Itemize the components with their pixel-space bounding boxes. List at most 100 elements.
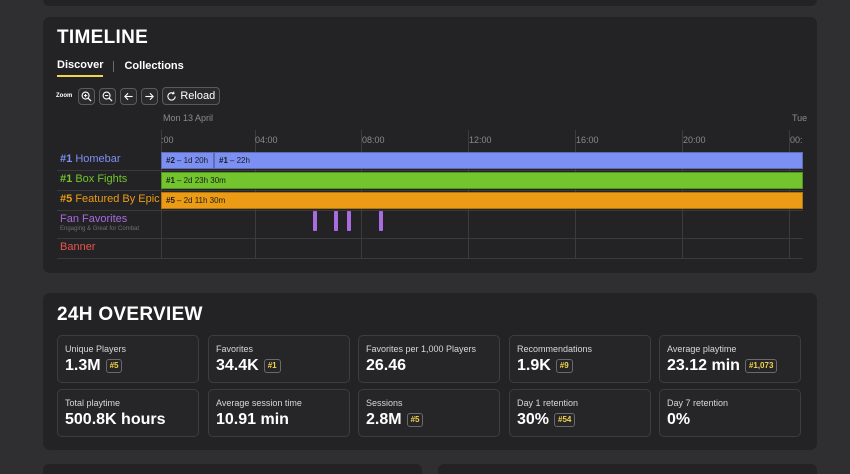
- next-card-left-edge: [43, 464, 422, 474]
- overview-card: 24H OVERVIEW Unique Players 1.3M #5 Favor…: [43, 293, 817, 450]
- row-divider: [57, 190, 803, 191]
- tick-label: 16:00: [576, 135, 599, 145]
- arrow-left-icon: [124, 92, 133, 100]
- row-name: Homebar: [75, 153, 121, 165]
- bar-duration: 1d 20h: [183, 156, 209, 165]
- row-label-fan-favorites[interactable]: Fan Favorites: [60, 213, 127, 225]
- scroll-left-button[interactable]: [120, 87, 138, 105]
- tick-label: 08:00: [362, 135, 385, 145]
- metric-average-session-time: Average session time 10.91 min: [208, 389, 350, 437]
- metric-value: 1.9K: [517, 357, 551, 374]
- rank-badge: #5: [406, 413, 424, 427]
- timeline-bar[interactable]: #5– 2d 11h 30m: [161, 192, 803, 209]
- timeline-title: TIMELINE: [57, 27, 149, 48]
- bar-rank: #1: [166, 176, 175, 185]
- reload-label: Reload: [180, 90, 216, 102]
- bar-rank: #1: [219, 156, 228, 165]
- zoom-in-icon: [81, 91, 92, 102]
- metric-recommendations: Recommendations 1.9K #9: [509, 335, 651, 383]
- metric-value: 500.8K hours: [65, 411, 166, 428]
- timeline-bar[interactable]: #1– 2d 23h 30m: [161, 172, 803, 189]
- metric-total-playtime: Total playtime 500.8K hours: [57, 389, 199, 437]
- tick-label: 20:00: [683, 135, 706, 145]
- row-sublabel: Engaging & Great for Combat: [60, 226, 140, 232]
- row-rank: #1: [60, 173, 73, 185]
- metric-label: Unique Players: [65, 344, 127, 354]
- fan-favorites-mark[interactable]: [313, 211, 317, 231]
- metric-value: 10.91 min: [216, 411, 289, 428]
- metric-label: Average session time: [216, 398, 302, 408]
- metric-label: Sessions: [366, 398, 403, 408]
- tab-discover[interactable]: Discover: [57, 59, 104, 77]
- metric-label: Average playtime: [667, 344, 737, 354]
- row-rank: #1: [60, 153, 73, 165]
- metric-value: 2.8M: [366, 411, 402, 428]
- bar-duration: 2d 23h 30m: [183, 176, 226, 185]
- timeline-bar[interactable]: #2– 1d 20h: [161, 152, 214, 169]
- rank-badge: #9: [555, 359, 573, 373]
- metric-value: 23.12 min: [667, 357, 740, 374]
- timeline-controls: Zoom Reload: [56, 87, 221, 105]
- rank-badge: #1: [263, 359, 281, 373]
- tick-label: 12:00: [469, 135, 492, 145]
- metric-favorites-per-1000: Favorites per 1,000 Players 26.46: [358, 335, 500, 383]
- fan-favorites-mark[interactable]: [379, 211, 383, 231]
- reload-icon: [167, 91, 177, 101]
- tick-label: 04:00: [255, 135, 278, 145]
- zoom-out-icon: [102, 91, 113, 102]
- metric-label: Favorites: [216, 344, 254, 354]
- metric-favorites: Favorites 34.4K #1: [208, 335, 350, 383]
- reload-button[interactable]: Reload: [162, 87, 221, 105]
- bar-duration: 2d 11h 30m: [183, 196, 226, 205]
- rank-badge: #1,073: [744, 359, 778, 373]
- row-label-banner[interactable]: Banner: [60, 241, 95, 253]
- row-divider: [57, 258, 803, 259]
- fan-favorites-mark[interactable]: [334, 211, 338, 231]
- metric-value: 26.46: [366, 357, 407, 374]
- row-name: Banner: [60, 241, 96, 253]
- metric-label: Recommendations: [517, 344, 593, 354]
- metric-day1-retention: Day 1 retention 30% #54: [509, 389, 651, 437]
- row-name: Fan Favorites: [60, 213, 128, 225]
- metric-value: 30%: [517, 411, 550, 428]
- metric-average-playtime: Average playtime 23.12 min #1,073: [659, 335, 801, 383]
- tab-collections[interactable]: Collections: [124, 60, 184, 72]
- scroll-right-button[interactable]: [141, 87, 159, 105]
- metric-sessions: Sessions 2.8M #5: [358, 389, 500, 437]
- row-divider: [57, 170, 803, 171]
- row-divider: [57, 238, 803, 239]
- metric-label: Favorites per 1,000 Players: [366, 344, 477, 354]
- row-divider: [57, 210, 803, 211]
- bar-rank: #5: [166, 196, 175, 205]
- row-label-box-fights[interactable]: #1 Box Fights: [60, 173, 127, 185]
- fan-favorites-mark[interactable]: [347, 211, 351, 231]
- metric-unique-players: Unique Players 1.3M #5: [57, 335, 199, 383]
- date-label-next: Tue: [792, 113, 808, 123]
- arrow-right-icon: [145, 92, 155, 100]
- row-label-homebar[interactable]: #1 Homebar: [60, 153, 121, 165]
- metric-day7-retention: Day 7 retention 0%: [659, 389, 801, 437]
- previous-card-edge: [43, 0, 817, 6]
- row-name: Featured By Epic: [75, 193, 160, 205]
- date-label: Mon 13 April: [163, 113, 214, 123]
- timeline-bar[interactable]: #1– 22h: [214, 152, 803, 169]
- zoom-label: Zoom: [56, 93, 73, 99]
- bar-rank: #2: [166, 156, 175, 165]
- rank-badge: #5: [105, 359, 123, 373]
- overview-title: 24H OVERVIEW: [57, 304, 203, 325]
- tab-separator: [113, 60, 115, 72]
- metric-value: 34.4K: [216, 357, 259, 374]
- zoom-out-button[interactable]: [99, 87, 117, 105]
- row-rank: #5: [60, 193, 73, 205]
- timeline-tabs: Discover Collections: [57, 59, 184, 77]
- metric-value: 1.3M: [65, 357, 101, 374]
- metric-value: 0%: [667, 411, 691, 428]
- row-label-featured-by-epic[interactable]: #5 Featured By Epic: [60, 193, 160, 205]
- metric-label: Total playtime: [65, 398, 121, 408]
- row-name: Box Fights: [75, 173, 128, 185]
- metric-label: Day 7 retention: [667, 398, 729, 408]
- timeline-card: TIMELINE Discover Collections Zoom Reloa…: [43, 17, 817, 273]
- zoom-in-button[interactable]: [78, 87, 96, 105]
- next-card-right-edge: [438, 464, 817, 474]
- tick-label: 00:: [790, 135, 803, 145]
